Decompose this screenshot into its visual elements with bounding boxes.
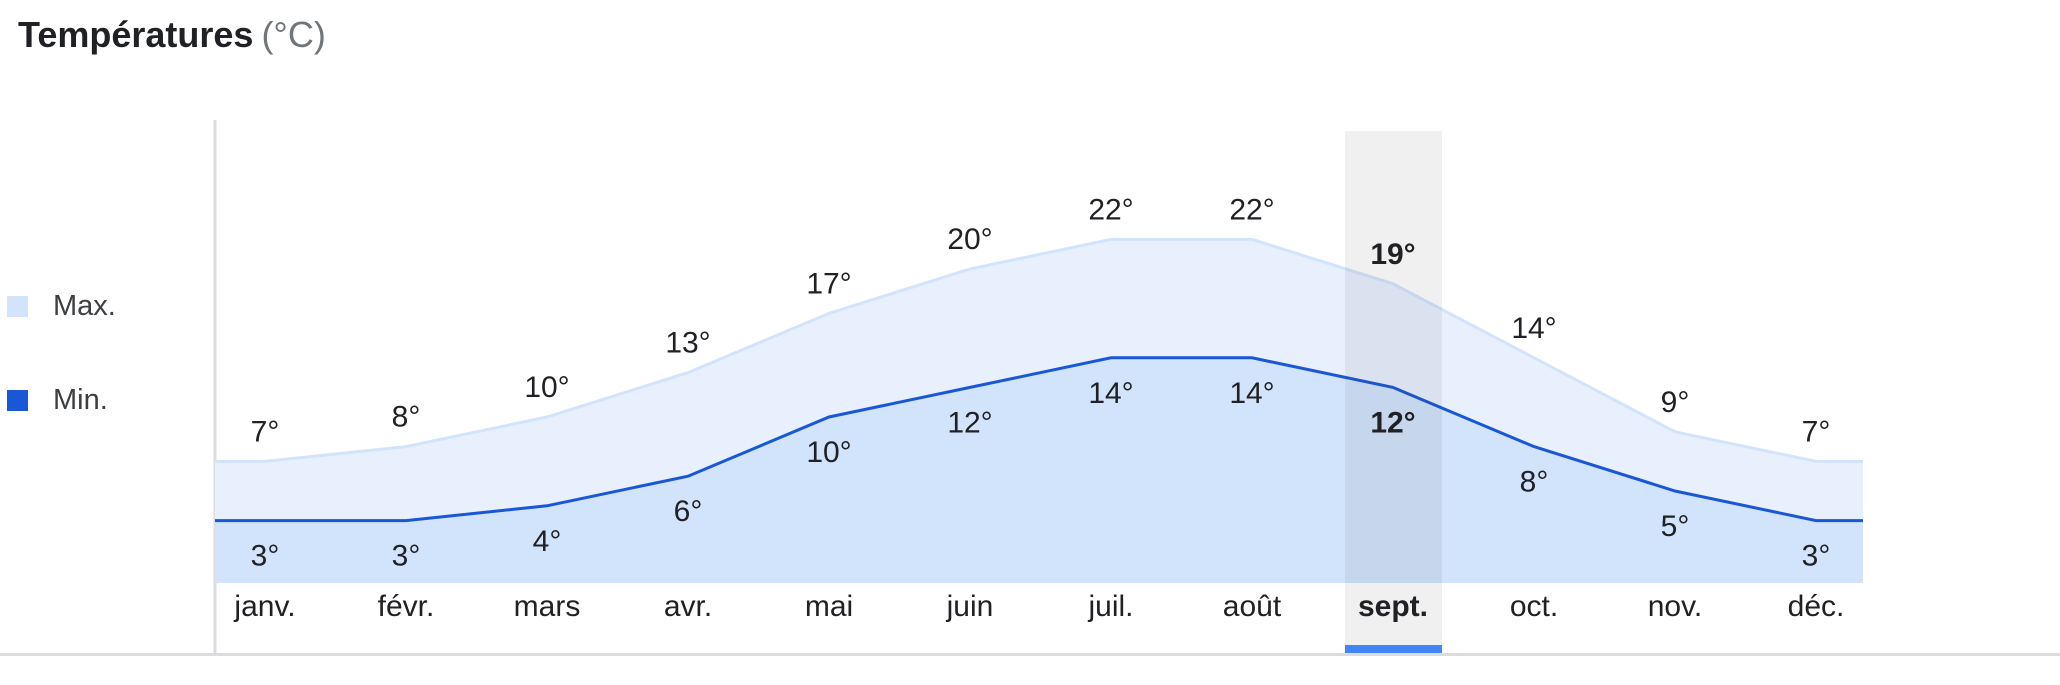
data-label-min: 8° <box>1520 466 1549 499</box>
data-label-max: 22° <box>1088 193 1133 226</box>
month-tick-label: sept. <box>1358 590 1428 623</box>
line-1 <box>215 356 1863 523</box>
month-tick-label: oct. <box>1510 590 1558 623</box>
legend-label-min: Min. <box>53 384 108 416</box>
data-label-max: 7° <box>251 415 280 448</box>
month-tick-label: nov. <box>1648 590 1702 623</box>
legend-item-min: Min. <box>7 384 108 417</box>
chart-title: Températures (°C) <box>18 14 326 56</box>
data-label-min: 3° <box>392 540 421 573</box>
month-tick-label: févr. <box>378 590 435 623</box>
area-1 <box>215 357 1863 583</box>
data-label-min: 10° <box>806 436 851 469</box>
title-text: Températures <box>18 14 254 55</box>
line-0 <box>215 237 1863 463</box>
data-label-max: 17° <box>806 267 851 300</box>
data-label-min: 14° <box>1088 377 1133 410</box>
data-label-min: 12° <box>1370 406 1415 439</box>
data-label-min: 5° <box>1661 510 1690 543</box>
title-unit: (°C) <box>261 14 326 55</box>
data-label-max: 19° <box>1370 238 1415 271</box>
data-label-max: 20° <box>947 223 992 256</box>
month-tick-label: juil. <box>1087 590 1133 623</box>
data-label-max: 9° <box>1661 386 1690 419</box>
data-label-max: 10° <box>524 371 569 404</box>
legend-label-max: Max. <box>53 290 116 322</box>
legend-swatch-max <box>7 296 28 317</box>
month-tick-label: mai <box>805 590 853 623</box>
data-label-min: 3° <box>1802 540 1831 573</box>
month-tick-label: avr. <box>664 590 712 623</box>
month-tick-label: août <box>1223 590 1282 623</box>
data-label-max: 14° <box>1511 312 1556 345</box>
data-label-max: 7° <box>1802 415 1831 448</box>
selected-month-highlight <box>1345 131 1442 653</box>
month-tick-label: janv. <box>233 590 295 623</box>
data-label-max: 22° <box>1229 193 1274 226</box>
selected-month-indicator <box>1345 645 1442 653</box>
data-label-min: 4° <box>533 525 562 558</box>
month-tick-label: déc. <box>1788 590 1845 623</box>
data-label-min: 14° <box>1229 377 1274 410</box>
month-tick-label: juin <box>946 590 994 623</box>
data-label-min: 3° <box>251 540 280 573</box>
legend-swatch-min <box>7 390 28 411</box>
data-label-min: 6° <box>674 495 703 528</box>
month-tick-label: mars <box>514 590 581 623</box>
data-label-min: 12° <box>947 406 992 439</box>
data-label-max: 13° <box>665 327 710 360</box>
data-label-max: 8° <box>392 401 421 434</box>
bottom-divider <box>0 653 2060 656</box>
legend-item-max: Max. <box>7 290 116 323</box>
